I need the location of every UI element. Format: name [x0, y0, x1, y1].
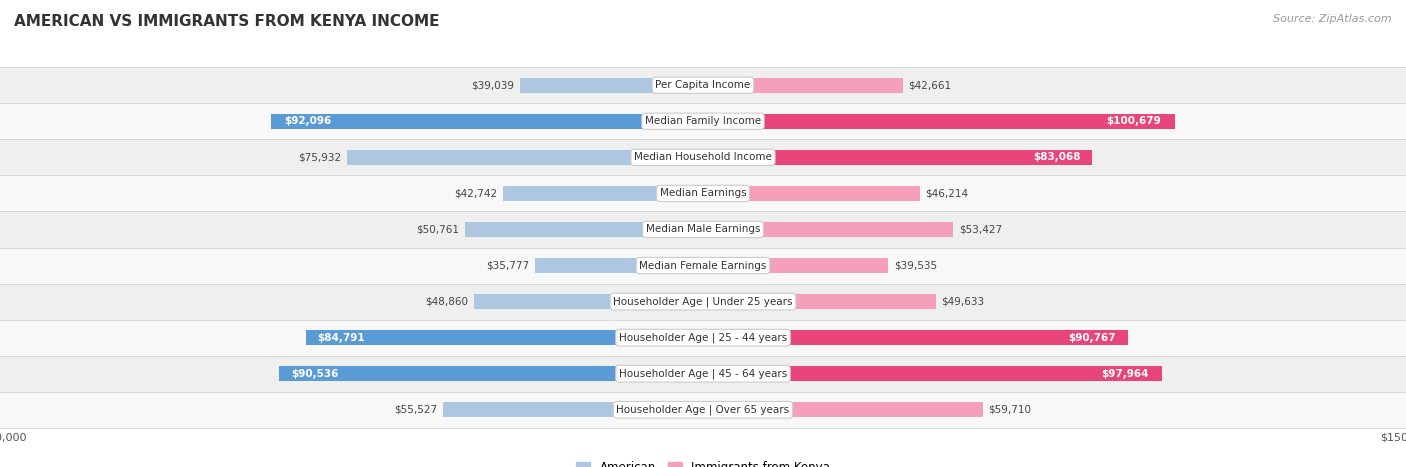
Bar — [0, 392, 1406, 428]
Text: $48,860: $48,860 — [426, 297, 468, 307]
Text: $39,535: $39,535 — [894, 261, 936, 270]
Text: $97,964: $97,964 — [1101, 369, 1149, 379]
Text: $55,527: $55,527 — [394, 405, 437, 415]
Bar — [0, 283, 1406, 319]
Text: $46,214: $46,214 — [925, 188, 969, 198]
Bar — [520, 78, 703, 93]
Legend: American, Immigrants from Kenya: American, Immigrants from Kenya — [571, 456, 835, 467]
Text: $90,536: $90,536 — [291, 369, 339, 379]
Bar — [703, 294, 935, 309]
Text: Source: ZipAtlas.com: Source: ZipAtlas.com — [1274, 14, 1392, 24]
Text: $100,679: $100,679 — [1107, 116, 1161, 126]
Text: $42,661: $42,661 — [908, 80, 952, 90]
Bar — [278, 366, 703, 382]
Text: $84,791: $84,791 — [318, 333, 366, 343]
Text: AMERICAN VS IMMIGRANTS FROM KENYA INCOME: AMERICAN VS IMMIGRANTS FROM KENYA INCOME — [14, 14, 440, 29]
Bar — [703, 258, 889, 273]
Text: $50,761: $50,761 — [416, 225, 460, 234]
Bar — [703, 186, 920, 201]
Text: Householder Age | Over 65 years: Householder Age | Over 65 years — [616, 404, 790, 415]
Bar — [703, 366, 1163, 382]
Text: Median Household Income: Median Household Income — [634, 152, 772, 163]
Text: $35,777: $35,777 — [486, 261, 530, 270]
Bar — [443, 402, 703, 417]
Bar — [0, 248, 1406, 283]
Bar — [0, 319, 1406, 356]
Text: $59,710: $59,710 — [988, 405, 1032, 415]
Bar — [0, 212, 1406, 248]
Text: $90,767: $90,767 — [1069, 333, 1115, 343]
Bar — [0, 139, 1406, 176]
Text: $92,096: $92,096 — [284, 116, 332, 126]
Text: Householder Age | Under 25 years: Householder Age | Under 25 years — [613, 297, 793, 307]
Text: $53,427: $53,427 — [959, 225, 1002, 234]
Bar — [503, 186, 703, 201]
Text: Median Family Income: Median Family Income — [645, 116, 761, 126]
Text: Median Earnings: Median Earnings — [659, 188, 747, 198]
Text: $75,932: $75,932 — [298, 152, 342, 163]
Bar — [0, 356, 1406, 392]
Bar — [305, 330, 703, 345]
Text: Median Female Earnings: Median Female Earnings — [640, 261, 766, 270]
Bar — [0, 67, 1406, 103]
Text: Per Capita Income: Per Capita Income — [655, 80, 751, 90]
Bar — [271, 113, 703, 129]
Text: Median Male Earnings: Median Male Earnings — [645, 225, 761, 234]
Bar — [536, 258, 703, 273]
Bar — [465, 222, 703, 237]
Bar — [703, 330, 1129, 345]
Text: Householder Age | 45 - 64 years: Householder Age | 45 - 64 years — [619, 368, 787, 379]
Bar — [703, 222, 953, 237]
Bar — [474, 294, 703, 309]
Bar — [0, 176, 1406, 212]
Bar — [347, 150, 703, 165]
Text: $83,068: $83,068 — [1033, 152, 1081, 163]
Text: Householder Age | 25 - 44 years: Householder Age | 25 - 44 years — [619, 333, 787, 343]
Text: $39,039: $39,039 — [471, 80, 515, 90]
Bar — [703, 150, 1092, 165]
Text: $42,742: $42,742 — [454, 188, 498, 198]
Bar — [703, 402, 983, 417]
Bar — [703, 78, 903, 93]
Bar — [703, 113, 1175, 129]
Bar — [0, 103, 1406, 139]
Text: $49,633: $49,633 — [941, 297, 984, 307]
